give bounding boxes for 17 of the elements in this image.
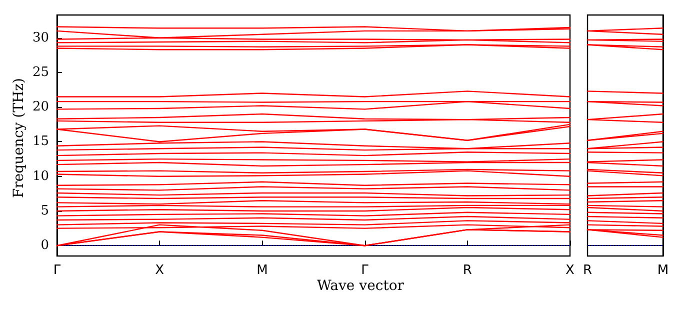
x-tick-label: Γ bbox=[53, 263, 62, 278]
y-tick-label: 25 bbox=[32, 64, 49, 80]
y-tick-label: 5 bbox=[40, 203, 49, 218]
x-tick-label: M bbox=[657, 263, 669, 278]
y-tick-label: 30 bbox=[32, 30, 49, 46]
y-tick-label: 20 bbox=[32, 100, 49, 115]
y-tick-label: 15 bbox=[32, 134, 49, 150]
x-tick-label: R bbox=[462, 263, 472, 278]
x-tick-label: X bbox=[155, 263, 164, 278]
x-tick-label: M bbox=[256, 263, 268, 278]
x-tick-label: X bbox=[566, 263, 575, 278]
y-tick-label: 10 bbox=[32, 168, 49, 184]
x-tick-label: R bbox=[582, 263, 592, 278]
y-tick-label: 0 bbox=[40, 238, 49, 254]
y-axis-title: Frequency (THz) bbox=[11, 78, 27, 198]
x-axis-title: Wave vector bbox=[317, 278, 404, 294]
x-tick-label: Γ bbox=[361, 263, 370, 278]
